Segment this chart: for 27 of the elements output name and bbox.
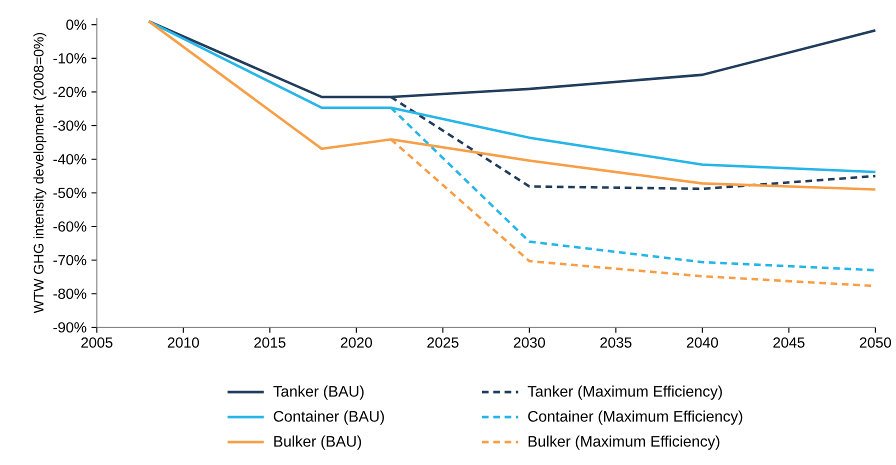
x-tick-label: 2030	[514, 337, 545, 348]
y-tick-label: -40%	[53, 154, 86, 164]
x-tick-label: 2005	[81, 337, 112, 348]
legend-label: Bulker (Maximum Efficiency)	[528, 435, 720, 450]
legend-label: Tanker (Maximum Efficiency)	[528, 386, 722, 400]
y-tick-label: -80%	[53, 288, 86, 299]
legend-label: Container (BAU)	[274, 410, 384, 425]
y-tick-label: -10%	[53, 53, 86, 64]
legend-label: Tanker (BAU)	[273, 386, 364, 400]
x-tick-label: 2040	[686, 337, 718, 348]
legend-label: Bulker (BAU)	[274, 435, 362, 450]
x-tick-label: 2020	[340, 337, 372, 348]
y-axis-title: WTW GHG intensity development (2008=0%)	[33, 32, 46, 314]
y-tick-label: -70%	[53, 254, 86, 266]
y-tick-label: 0%	[66, 19, 86, 30]
x-tick-label: 2045	[773, 337, 804, 348]
y-tick-label: -60%	[53, 221, 86, 232]
y-tick-label: -30%	[53, 120, 86, 131]
x-tick-label: 2050	[860, 337, 891, 348]
x-tick-label: 2025	[427, 337, 458, 348]
x-tick-label: 2015	[254, 337, 286, 348]
x-tick-label: 2035	[600, 337, 632, 348]
legend-label: Container (Maximum Efficiency)	[528, 410, 742, 425]
y-tick-label: -20%	[53, 86, 86, 98]
x-tick-label: 2010	[168, 337, 199, 348]
y-tick-label: -50%	[53, 188, 86, 198]
y-tick-label: -90%	[53, 322, 86, 332]
